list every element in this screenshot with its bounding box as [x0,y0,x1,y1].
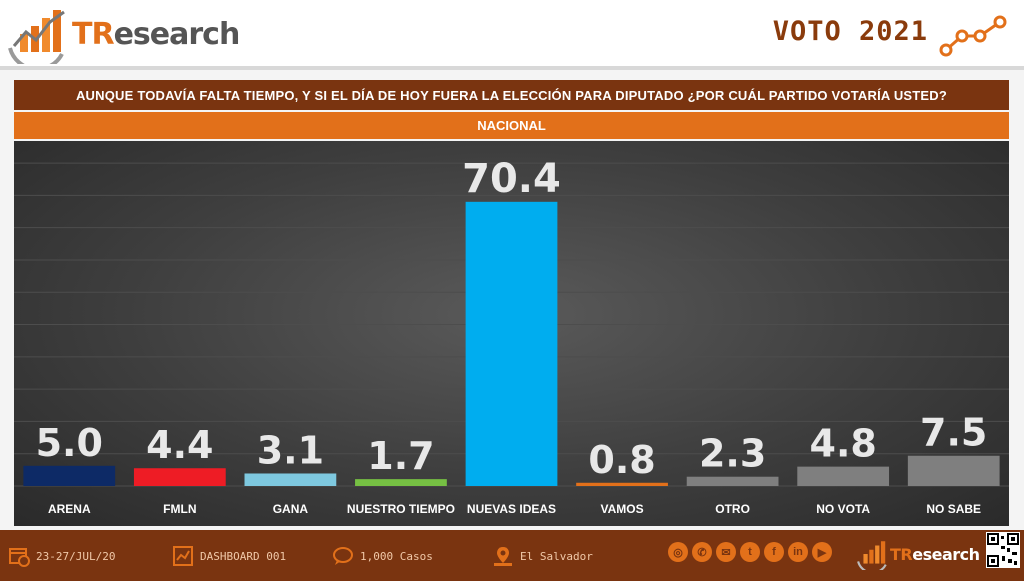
page-title: VOTO 2021 [772,16,928,47]
header-divider [0,66,1024,70]
facebook-icon[interactable]: f [764,542,784,562]
brand-logo[interactable]: TResearch [6,4,241,64]
category-label: NO VOTA [816,502,870,516]
category-label: VAMOS [600,502,643,516]
footer-brand-logo[interactable]: TResearch [856,538,980,570]
footer-brand-rest: esearch [912,544,980,564]
survey-question: AUNQUE TODAVÍA FALTA TIEMPO, Y SI EL DÍA… [14,80,1009,110]
bar-nuevas-ideas[interactable] [465,201,558,486]
footer-brand-name: TResearch [890,545,980,564]
data-label: 0.8 [588,438,655,482]
data-label: 4.8 [810,422,877,466]
footer-location-text: El Salvador [520,549,593,563]
data-label: 2.3 [699,432,766,476]
data-label: 3.1 [257,428,324,472]
dashboard-icon [173,546,193,566]
category-label: FMLN [163,502,196,516]
bar-chart-logo-icon [8,10,65,64]
globe-icon[interactable]: ◎ [668,542,688,562]
bar-no-vota[interactable] [797,466,890,486]
scope-label: NACIONAL [14,112,1009,139]
bar-arena[interactable] [23,465,116,486]
bar-vamos[interactable] [576,482,668,486]
data-label: 1.7 [367,434,434,478]
bar-chart-logo-icon [857,541,887,570]
social-links: ◎ ✆ ✉ t f in ▶ [668,542,832,562]
email-icon[interactable]: ✉ [716,542,736,562]
footer-date-text: 23-27/JUL/20 [36,549,116,563]
bar-chart: 5.0 ARENA 4.4 FMLN 3.1 GANA 1.7 NUESTRO TIEMPO 7… [14,156,1009,516]
category-label: NUESTRO TIEMPO [347,502,455,516]
footer-dashboard-text: DASHBOARD 001 [200,549,287,563]
category-label: NUEVAS IDEAS [467,502,556,516]
brand-name: TResearch [72,16,241,52]
footer-location: El Salvador [492,545,593,567]
qr-code-icon[interactable] [986,532,1020,568]
chain-nodes-icon [939,15,1007,57]
data-label: 70.4 [462,156,561,202]
category-label: OTRO [715,502,750,516]
data-label: 4.4 [146,423,213,467]
brand-name-accent: TR [72,16,115,52]
category-label: GANA [273,502,309,516]
phone-icon[interactable]: ✆ [692,542,712,562]
twitter-icon[interactable]: t [740,542,760,562]
bar-no-sabe[interactable] [907,455,1000,486]
youtube-icon[interactable]: ▶ [812,542,832,562]
chat-bubble-icon [333,547,353,565]
chart-area: 5.0 ARENA 4.4 FMLN 3.1 GANA 1.7 NUESTRO TIEMPO 7… [14,141,1009,526]
footer-cases: 1,000 Casos [332,545,433,567]
data-label: 5.0 [36,421,103,465]
footer-bar: 23-27/JUL/20 DASHBOARD 001 1,000 Casos E… [0,530,1024,581]
category-label: ARENA [48,502,91,516]
map-pin-icon [494,547,512,566]
header-bar: TResearch VOTO 2021 [0,0,1024,70]
footer-dashboard: DASHBOARD 001 [172,545,286,567]
brand-name-rest: esearch [113,16,241,52]
bar-otro[interactable] [686,476,779,486]
calendar-icon [9,548,30,567]
footer-brand-accent: TR [890,544,913,564]
bar-nuestro-tiempo[interactable] [355,479,447,486]
data-label: 7.5 [920,411,987,455]
footer-cases-text: 1,000 Casos [360,549,433,563]
footer-date: 23-27/JUL/20 [8,545,115,567]
linkedin-icon[interactable]: in [788,542,808,562]
category-label: NO SABE [926,502,981,516]
bar-fmln[interactable] [133,468,226,486]
bar-gana[interactable] [244,473,337,486]
